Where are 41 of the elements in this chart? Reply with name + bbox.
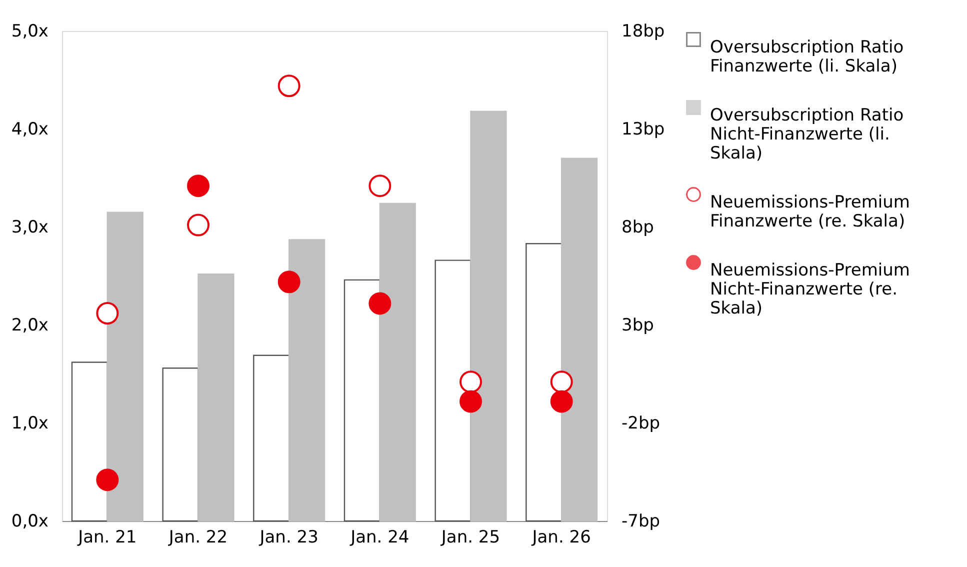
point [460, 370, 482, 394]
bar [288, 239, 326, 522]
x-tick-label: Jan. 25 [440, 528, 500, 548]
x-tick-label: Jan. 22 [168, 528, 228, 548]
bar [106, 212, 144, 522]
bar [71, 362, 108, 522]
y2-tick-label: 8bp [622, 218, 654, 238]
y-tick-label: 4,0x [11, 120, 48, 140]
y-tick-label: 0,0x [11, 512, 48, 532]
bar [162, 368, 199, 522]
point [460, 390, 482, 413]
y-tick-label: 1,0x [11, 414, 48, 434]
legend-label: Neuemissions-Premium Finanzwerte (re. Skala) [710, 192, 910, 232]
x-tick-label: Jan. 21 [77, 528, 137, 548]
point [187, 174, 210, 198]
x-tick-label: Jan. 24 [350, 528, 410, 548]
bar [253, 354, 290, 522]
point [96, 302, 119, 324]
bar [470, 110, 507, 522]
legend-label: Oversubscription Ratio Finanzwerte (li. Skala) [710, 38, 904, 76]
y-tick-label: 2,0x [11, 316, 48, 336]
point [368, 292, 392, 315]
y-tick-label: 3,0x [11, 218, 48, 238]
legend-label: Oversubscription Ratio Nicht-Finanzwerte (li. Skala) [710, 106, 904, 164]
point [96, 468, 119, 492]
bar [344, 279, 381, 522]
bar [198, 273, 234, 522]
y2-tick-label: -2bp [622, 414, 660, 434]
y2-tick-label: 18bp [622, 22, 665, 42]
bar [379, 202, 416, 522]
y2-tick-label: 3bp [622, 316, 654, 336]
point [550, 390, 573, 413]
x-tick-label: Jan. 23 [258, 528, 318, 548]
y-tick-label: 5,0x [11, 22, 48, 42]
x-tick-label: Jan. 26 [531, 528, 591, 548]
bar [560, 158, 598, 522]
point [278, 270, 300, 294]
y2-tick-label: -7bp [622, 512, 660, 532]
legend-label: Neuemissions-Premium Nicht-Finanzwerte (re. Skala) [710, 260, 910, 318]
y2-tick-label: 13bp [622, 120, 665, 140]
point [550, 370, 573, 394]
